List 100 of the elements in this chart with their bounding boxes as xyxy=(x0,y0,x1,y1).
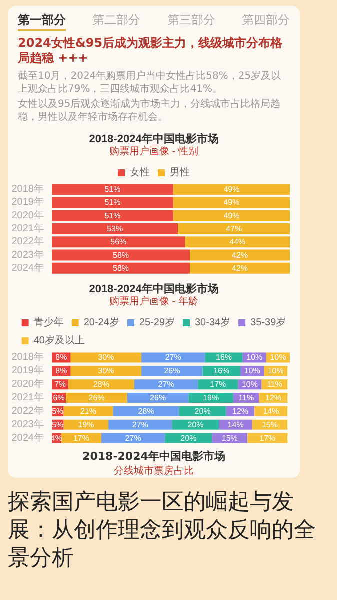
data-label: 44% xyxy=(230,238,246,247)
legend-label: 20-24岁 xyxy=(84,316,120,328)
data-label: 5% xyxy=(52,420,64,430)
data-label: 19% xyxy=(78,420,94,430)
data-label: 14% xyxy=(228,420,244,430)
y-tick-label: 2024年 xyxy=(12,262,44,274)
data-label: 5% xyxy=(52,406,64,416)
data-label: 26% xyxy=(88,394,105,402)
bar xyxy=(108,420,172,430)
data-label: 10% xyxy=(270,353,286,362)
data-label: 11% xyxy=(266,380,282,390)
legend-label: 青少年 xyxy=(34,316,64,328)
data-label: 20% xyxy=(180,434,197,443)
data-label: 51% xyxy=(104,185,121,194)
text: 截至10月，2024年购票用户当中女性占比58%，25岁及以上观众占比79%，三四线城市观众占比41%。 xyxy=(17,70,282,97)
bar xyxy=(101,433,166,444)
chart-subtitle: 购票用户画像 - 性别 xyxy=(110,146,198,158)
legend-label: 男性 xyxy=(170,166,190,178)
data-label: 27% xyxy=(158,380,174,390)
data-label: 17% xyxy=(260,434,276,443)
data-label: 12% xyxy=(232,406,249,416)
data-label: 20% xyxy=(188,420,204,430)
data-label: 26% xyxy=(150,394,166,402)
data-label: 16% xyxy=(214,366,230,376)
bar xyxy=(52,250,190,261)
data-label: 8% xyxy=(56,366,68,376)
text: 2018-2024年中国电影市场 xyxy=(82,449,226,464)
bar xyxy=(113,406,180,416)
data-label: 27% xyxy=(125,434,142,443)
y-tick-label: 2023年 xyxy=(12,248,44,261)
y-tick-label: 2020年 xyxy=(12,378,44,390)
chart-title: 2018-2024年中国电影市场 xyxy=(89,132,219,146)
data-label: 12% xyxy=(265,394,282,402)
bar xyxy=(52,184,174,196)
data-label: 15% xyxy=(222,434,238,443)
text: 2024女性&95后成为观影主力，线级城市分布格局趋稳 +++ xyxy=(17,35,284,67)
data-label: 30% xyxy=(98,353,114,362)
bar xyxy=(142,366,203,376)
data-label: 8% xyxy=(56,353,68,362)
legend-label: 40岁及以上 xyxy=(34,334,85,346)
data-label: 10% xyxy=(242,380,258,390)
data-label: 30% xyxy=(98,366,114,376)
chart-title: 2018-2024年中国电影市场 xyxy=(89,282,219,296)
data-label: 16% xyxy=(216,353,232,362)
data-label: 10% xyxy=(246,353,263,362)
bar xyxy=(134,380,198,390)
text: 第二部分 xyxy=(92,12,141,29)
bar xyxy=(127,393,189,403)
legend-label: 30-34岁 xyxy=(195,316,231,328)
bar xyxy=(190,250,290,261)
y-tick-label: 2024年 xyxy=(12,432,44,444)
bar xyxy=(66,393,128,403)
bar xyxy=(173,197,290,208)
legend-label: 25-29岁 xyxy=(139,316,175,328)
text: 第四部分 xyxy=(242,12,290,29)
bar xyxy=(173,184,290,196)
bar xyxy=(190,262,290,274)
bar xyxy=(52,236,186,248)
y-tick-label: 2021年 xyxy=(12,222,44,234)
data-label: 49% xyxy=(224,211,240,220)
data-label: 58% xyxy=(113,250,130,260)
data-label: 10% xyxy=(244,366,260,376)
bar xyxy=(64,406,114,416)
y-tick-label: 2022年 xyxy=(12,404,44,417)
data-label: 51% xyxy=(104,211,121,220)
data-label: 17% xyxy=(73,434,90,443)
bar xyxy=(68,380,134,390)
data-label: 42% xyxy=(232,264,248,273)
bar xyxy=(142,352,206,363)
data-label: 56% xyxy=(110,238,127,247)
text: 分线城市票房占比 xyxy=(113,464,195,478)
legend-label: 35-39岁 xyxy=(250,316,286,328)
bar xyxy=(178,224,290,234)
data-label: 51% xyxy=(104,198,121,208)
data-label: 27% xyxy=(165,353,182,362)
y-tick-label: 2021年 xyxy=(12,392,44,404)
data-label: 28% xyxy=(138,406,154,416)
bar xyxy=(52,197,174,208)
text: 女性以及95后观众逐渐成为市场主力，分线城市占比格局趋稳，男性以及年轻市场存在机会。 xyxy=(17,98,282,125)
data-label: 7% xyxy=(54,380,66,390)
data-label: 21% xyxy=(80,406,97,416)
y-tick-label: 2019年 xyxy=(12,196,44,208)
y-tick-label: 2020年 xyxy=(12,209,44,222)
data-label: 42% xyxy=(232,250,248,260)
data-label: 27% xyxy=(132,420,148,430)
bar xyxy=(52,224,178,234)
data-label: 49% xyxy=(224,185,240,194)
bar xyxy=(70,352,142,363)
data-label: 49% xyxy=(224,198,240,208)
y-tick-label: 2019年 xyxy=(12,364,44,377)
chart-subtitle: 购票用户画像 - 年龄 xyxy=(110,296,198,308)
y-tick-label: 2022年 xyxy=(12,236,44,248)
data-label: 28% xyxy=(93,380,110,390)
y-tick-label: 2018年 xyxy=(12,183,44,196)
data-label: 20% xyxy=(194,406,211,416)
text: 探索国产电影一区的崛起与发展：从创作理念到观众反响的全景分析 xyxy=(7,489,317,573)
data-label: 6% xyxy=(53,394,65,402)
data-label: 47% xyxy=(226,224,242,234)
bar xyxy=(52,262,190,274)
data-label: 14% xyxy=(263,406,280,416)
